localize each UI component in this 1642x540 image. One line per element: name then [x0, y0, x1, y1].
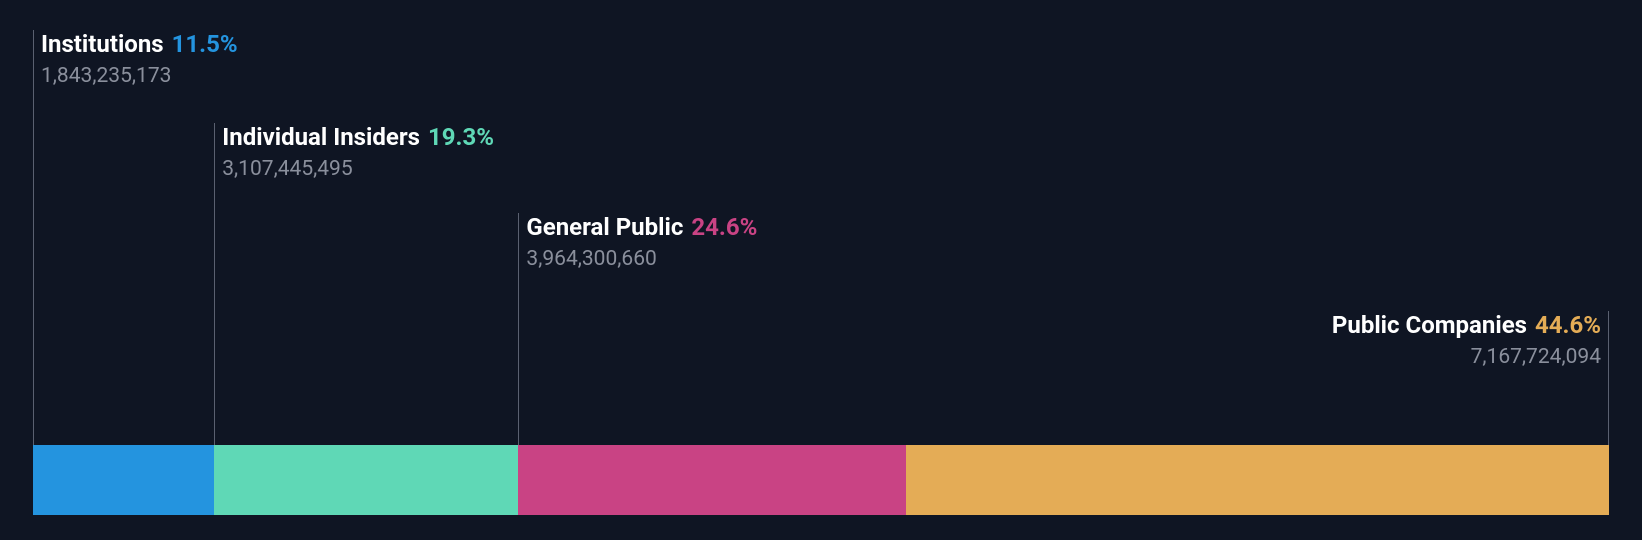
ownership-breakdown-chart: Institutions 11.5% 1,843,235,173 Individual… [0, 0, 1642, 540]
segment-value: 3,964,300,660 [526, 247, 757, 271]
segment-name: General Public [526, 213, 683, 241]
segment-value: 1,843,235,173 [41, 64, 238, 88]
segment-value: 3,107,445,495 [222, 157, 494, 181]
segment-percent: 11.5% [172, 30, 238, 58]
guide-line [1608, 311, 1609, 445]
segment-percent: 24.6% [691, 213, 757, 241]
segment-public-companies[interactable] [906, 445, 1609, 515]
guide-line [214, 123, 215, 445]
segment-label-line: Institutions 11.5% [41, 30, 238, 58]
segment-label: Individual Insiders 19.3% 3,107,445,495 [222, 123, 494, 181]
segment-name: Institutions [41, 30, 164, 58]
segment-label: Institutions 11.5% 1,843,235,173 [41, 30, 238, 88]
segment-label: General Public 24.6% 3,964,300,660 [526, 213, 757, 271]
segment-value: 7,167,724,094 [1332, 345, 1601, 369]
segment-label-line: Public Companies 44.6% [1332, 311, 1601, 339]
segment-label-line: General Public 24.6% [526, 213, 757, 241]
guide-line [33, 30, 34, 445]
guide-line [518, 213, 519, 445]
segment-individual-insiders[interactable] [214, 445, 518, 515]
segment-percent: 19.3% [428, 123, 494, 151]
segment-institutions[interactable] [33, 445, 214, 515]
segment-name: Public Companies [1332, 311, 1527, 339]
segment-label: Public Companies 44.6% 7,167,724,094 [1332, 311, 1601, 369]
segment-percent: 44.6% [1535, 311, 1601, 339]
segment-name: Individual Insiders [222, 123, 420, 151]
segment-label-line: Individual Insiders 19.3% [222, 123, 494, 151]
segment-general-public[interactable] [518, 445, 906, 515]
